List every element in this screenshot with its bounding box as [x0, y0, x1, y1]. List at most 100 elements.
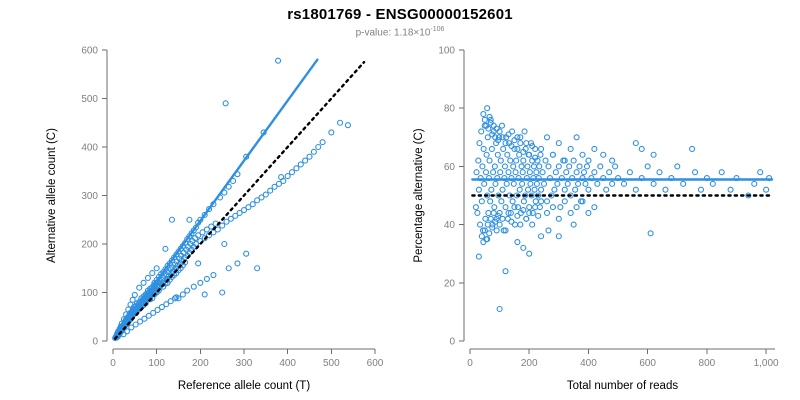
data-point: [600, 151, 607, 158]
data-point: [557, 204, 564, 211]
data-point: [626, 169, 633, 176]
data-point: [208, 223, 215, 230]
data-point: [481, 116, 488, 123]
data-point: [549, 151, 556, 158]
data-point: [555, 163, 562, 170]
data-point: [500, 145, 507, 152]
data-point: [499, 134, 506, 141]
data-point: [199, 229, 206, 236]
data-point: [763, 186, 770, 193]
data-point: [532, 145, 539, 152]
data-point: [275, 180, 282, 187]
data-point: [206, 206, 213, 213]
identity-line: [113, 60, 366, 340]
data-point: [141, 315, 148, 322]
data-point: [225, 265, 232, 272]
data-point: [132, 321, 139, 328]
data-point: [751, 180, 758, 187]
data-point: [485, 125, 492, 132]
data-point: [131, 291, 138, 298]
data-point: [532, 204, 539, 211]
data-point: [520, 148, 527, 155]
data-point: [201, 235, 208, 242]
data-point: [258, 194, 265, 201]
data-point: [493, 227, 500, 234]
data-point: [201, 291, 208, 298]
data-point: [517, 221, 524, 228]
data-point: [555, 140, 562, 147]
data-point: [507, 209, 514, 217]
axes: 0 20 40 60 80 100 0 200 400 600 800 1,000 Total numb…: [413, 46, 779, 393]
y-tick-label: 0: [449, 337, 455, 348]
data-point: [680, 180, 687, 187]
x-tick-label: 400: [279, 358, 296, 369]
x-tick-label: 0: [110, 358, 116, 369]
data-point: [527, 180, 534, 187]
data-point: [551, 186, 558, 193]
pvalue-text: p-value: 1.18×10: [355, 27, 431, 39]
data-layer: [112, 57, 366, 342]
data-point: [479, 227, 487, 234]
data-point: [488, 145, 495, 152]
data-point: [490, 169, 497, 176]
data-point: [337, 119, 344, 126]
data-point: [585, 157, 592, 164]
data-point: [184, 287, 191, 294]
data-point: [567, 145, 574, 152]
scatter-plot-left: 0 100 200 300 400 500 600 0 100 200 300 400 500 600 Re…: [46, 46, 384, 393]
data-point: [511, 204, 518, 211]
data-point: [555, 233, 562, 240]
data-point: [123, 311, 130, 318]
data-point: [572, 186, 579, 193]
data-point: [284, 173, 291, 180]
data-point: [570, 157, 577, 164]
data-point: [487, 215, 494, 222]
data-point: [162, 245, 169, 252]
data-point: [227, 215, 234, 222]
data-point: [125, 306, 132, 313]
data-point: [591, 145, 598, 152]
scatter-plot-right: 0 20 40 60 80 100 0 200 400 600 800 1,000 Total numb…: [413, 46, 779, 393]
data-point: [514, 145, 521, 152]
data-point: [150, 309, 157, 316]
data-point: [524, 186, 532, 193]
data-point: [484, 105, 491, 112]
data-point: [219, 222, 226, 229]
data-point: [482, 215, 489, 222]
data-point: [498, 122, 506, 129]
x-tick-label: 1,000: [754, 358, 779, 369]
data-point: [520, 244, 527, 251]
data-point: [647, 230, 654, 237]
data-point: [650, 180, 657, 187]
data-point: [478, 233, 485, 240]
data-point: [496, 221, 503, 228]
data-point: [538, 198, 545, 205]
data-point: [524, 163, 531, 170]
data-point: [203, 275, 210, 282]
data-point: [727, 186, 734, 193]
data-point: [538, 186, 545, 193]
data-point: [709, 180, 716, 187]
y-tick-label: 500: [81, 94, 98, 105]
data-point: [493, 215, 500, 222]
data-point: [494, 151, 501, 158]
data-point: [267, 187, 274, 194]
data-point: [210, 271, 217, 279]
data-point: [514, 212, 521, 219]
y-tick-label: 60: [444, 162, 456, 173]
data-point: [310, 148, 317, 155]
data-point: [538, 233, 545, 240]
data-point: [526, 209, 533, 217]
y-tick-label: 100: [81, 288, 98, 299]
data-point: [563, 169, 570, 176]
data-point: [512, 169, 519, 176]
data-point: [638, 145, 645, 152]
data-point: [561, 157, 568, 164]
x-tick-label: 800: [699, 358, 716, 369]
data-point: [510, 180, 517, 187]
data-point: [505, 209, 512, 217]
data-point: [222, 100, 229, 107]
data-point: [129, 296, 136, 303]
scatter-points: [112, 57, 351, 342]
y-tick-label: 20: [444, 278, 456, 289]
